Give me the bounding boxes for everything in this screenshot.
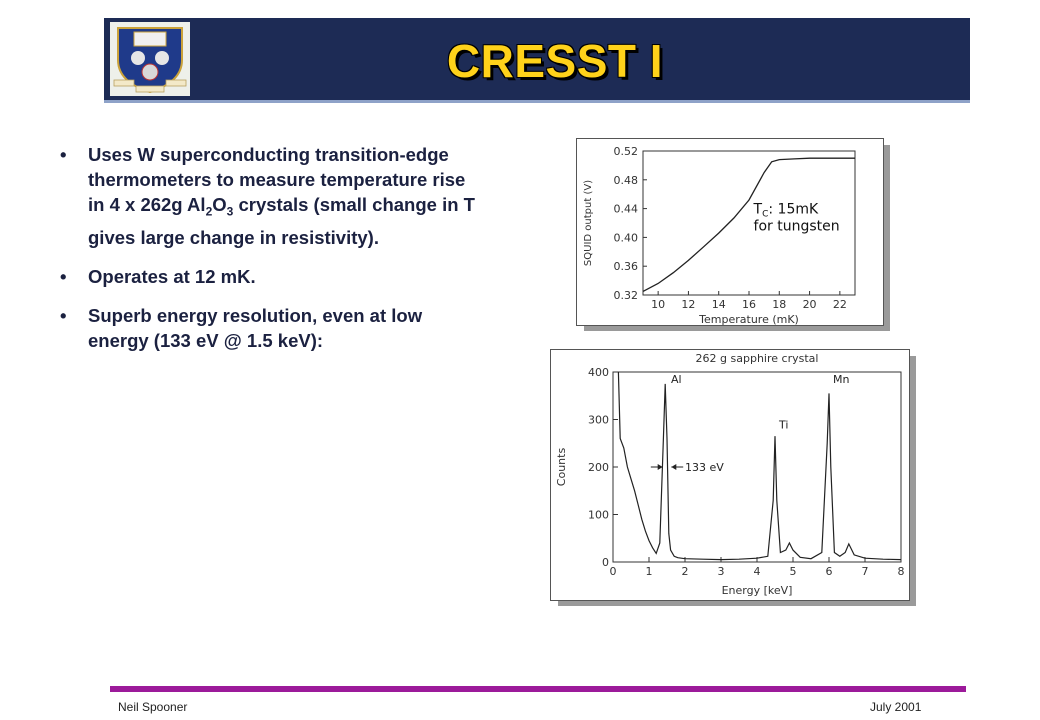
title-banner xyxy=(104,18,970,103)
slide-title: CRESST I xyxy=(446,35,664,87)
y-tick-label: 100 xyxy=(588,509,609,522)
figure-squid-transition: 10 12 14 16 18 20 22 0.32 0.36 0.40 0.44 0.48 0.52 Te… xyxy=(576,138,884,326)
y-tick-label: 200 xyxy=(588,461,609,474)
y-tick-label: 0.40 xyxy=(614,231,639,244)
annotation-tc: TC: 15mK xyxy=(753,202,819,220)
y-tick-label: 400 xyxy=(588,366,609,379)
bullet-item-resolution: • Superb energy resolution, even at low … xyxy=(60,303,480,353)
y-tick-label: 0.36 xyxy=(614,260,639,273)
x-tick-label: 18 xyxy=(772,298,786,311)
footer-date: July 2001 xyxy=(870,700,922,714)
bullet-text-part: O xyxy=(212,194,227,215)
series-line xyxy=(642,157,855,292)
crest-shield-icon xyxy=(113,27,187,94)
arrowhead-icon xyxy=(657,464,663,470)
bullet-marker: • xyxy=(60,265,67,287)
x-tick-label: 1 xyxy=(646,565,653,578)
peak-label: Ti xyxy=(778,418,788,431)
x-tick-label: 0 xyxy=(610,565,617,578)
y-tick-label: 0.52 xyxy=(614,145,639,158)
arrowhead-icon xyxy=(671,464,677,470)
x-tick-label: 8 xyxy=(898,565,905,578)
bullet-text-part: crystals (small change in T gives large … xyxy=(88,194,475,248)
bullet-item-thermometers: • Uses W superconducting transition-edge… xyxy=(60,142,480,250)
y-tick-label: 0.44 xyxy=(614,203,639,216)
x-tick-label: 3 xyxy=(718,565,725,578)
bullet-text-part: Uses W superconducting transition-edge t… xyxy=(88,144,466,215)
x-tick-label: 4 xyxy=(754,565,761,578)
x-tick-label: 22 xyxy=(833,298,847,311)
bullet-marker: • xyxy=(60,144,67,165)
banner-underline xyxy=(104,100,970,103)
y-tick-label: 0.48 xyxy=(614,174,639,187)
footer-divider xyxy=(110,686,966,692)
bullet-list: • Uses W superconducting transition-edge… xyxy=(60,142,480,367)
peak-label: Mn xyxy=(833,373,849,386)
y-tick-label: 300 xyxy=(588,414,609,427)
bullet-marker: • xyxy=(60,304,67,326)
resolution-label: 133 eV xyxy=(685,461,724,474)
subscript-2: 2 xyxy=(205,204,213,219)
annotation-tungsten: for tungsten xyxy=(754,219,840,235)
y-axis-label: SQUID output (V) xyxy=(583,180,594,266)
x-tick-label: 12 xyxy=(681,298,695,311)
x-tick-label: 16 xyxy=(742,298,756,311)
x-tick-label: 7 xyxy=(862,565,869,578)
y-axis-label: Counts xyxy=(555,448,568,487)
figure-energy-spectrum: 262 g sapphire crystal 0 1 2 3 4 5 6 7 8 0 100 200 30… xyxy=(550,349,910,601)
x-axis-label: Energy [keV] xyxy=(722,584,793,597)
x-tick-label: 5 xyxy=(790,565,797,578)
x-tick-label: 2 xyxy=(682,565,689,578)
spectrum-line xyxy=(617,371,902,561)
peak-label: Al xyxy=(671,373,682,386)
y-tick-label: 0 xyxy=(602,556,609,569)
x-tick-label: 6 xyxy=(826,565,833,578)
bullet-item-temperature: • Operates at 12 mK. xyxy=(60,264,480,289)
x-tick-label: 10 xyxy=(651,298,665,311)
chart-title: 262 g sapphire crystal xyxy=(696,352,819,365)
footer-author: Neil Spooner xyxy=(118,700,188,714)
university-crest-logo xyxy=(110,22,190,96)
x-tick-label: 20 xyxy=(803,298,817,311)
y-tick-label: 0.32 xyxy=(614,289,639,302)
subscript-3: 3 xyxy=(226,204,234,219)
energy-spectrum-chart: 262 g sapphire crystal 0 1 2 3 4 5 6 7 8 0 100 200 30… xyxy=(555,352,905,597)
bullet-text: Superb energy resolution, even at low en… xyxy=(88,304,423,351)
squid-transition-chart: 10 12 14 16 18 20 22 0.32 0.36 0.40 0.44 0.48 0.52 Te… xyxy=(583,145,856,326)
x-axis-label: Temperature (mK) xyxy=(698,313,799,325)
bullet-text: Operates at 12 mK. xyxy=(88,265,256,287)
x-tick-label: 14 xyxy=(712,298,726,311)
